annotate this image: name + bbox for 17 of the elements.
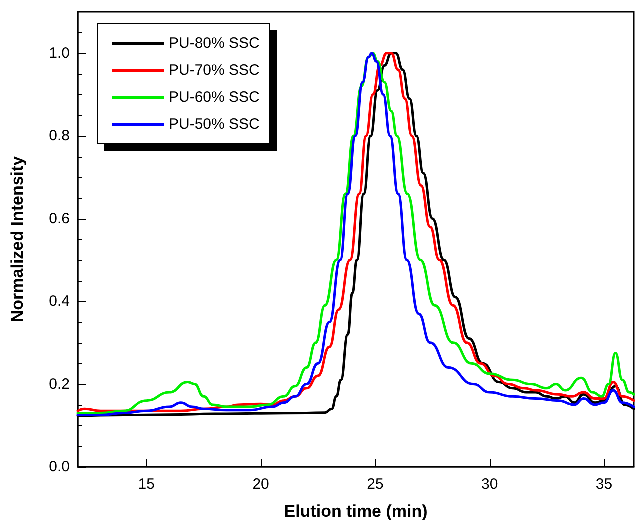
legend-label: PU-60% SSC: [169, 89, 260, 106]
x-tick-label: 15: [138, 476, 155, 493]
y-tick-label: 0.4: [49, 293, 70, 310]
y-tick-label: 0.2: [49, 376, 70, 393]
y-tick-label: 0.6: [49, 210, 70, 228]
legend-label: PU-70% SSC: [169, 62, 260, 79]
legend-label: PU-50% SSC: [169, 116, 260, 133]
x-tick-label: 20: [252, 476, 270, 493]
x-tick-label: 25: [367, 476, 384, 493]
x-tick-label: 35: [596, 476, 613, 493]
y-tick-label: 0.0: [49, 458, 70, 476]
y-axis-title: Normalized Intensity: [8, 156, 27, 323]
y-tick-label: 0.8: [49, 128, 70, 145]
x-tick-label: 30: [482, 476, 498, 493]
x-axis-title: Elution time (min): [284, 502, 428, 521]
legend-label: PU-80% SSC: [169, 35, 260, 52]
y-tick-label: 1.0: [49, 44, 70, 62]
